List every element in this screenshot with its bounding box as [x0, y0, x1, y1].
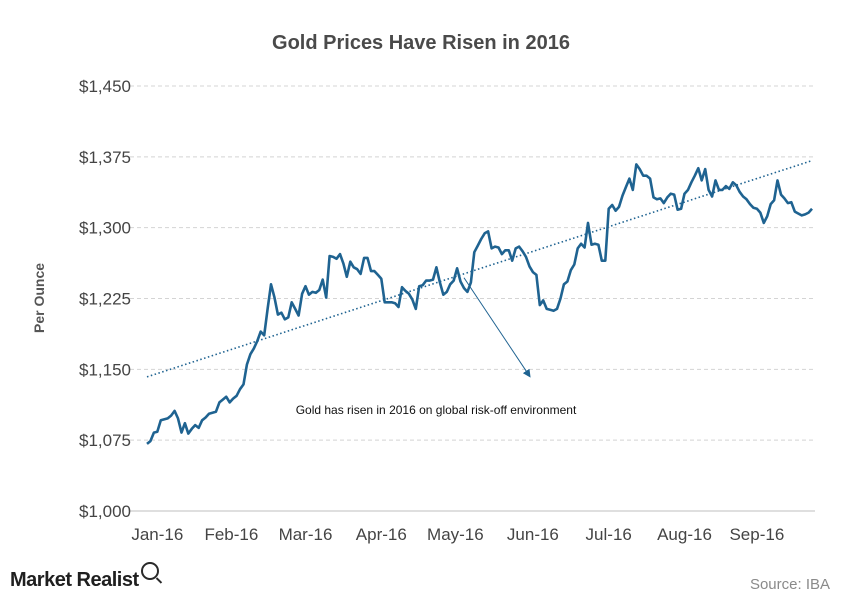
brand-logo: Market Realist — [10, 562, 159, 592]
x-tick-label: Apr-16 — [356, 525, 407, 544]
x-tick-label: Mar-16 — [279, 525, 333, 544]
y-tick-labels: $1,000 $1,075 $1,150 $1,225 $1,300 $1,375 $1,4… — [79, 77, 131, 521]
annotation-arrow — [463, 277, 531, 378]
annotation: Gold has risen in 2016 on global risk-of… — [296, 277, 577, 417]
x-tick-label: Sep-16 — [729, 525, 784, 544]
x-tick-label: Jan-16 — [131, 525, 183, 544]
y-tick-label: $1,300 — [79, 219, 131, 238]
magnifier-icon — [140, 562, 159, 580]
x-tick-label: May-16 — [427, 525, 484, 544]
x-tick-label: Jul-16 — [586, 525, 632, 544]
chart-title: Gold Prices Have Risen in 2016 — [272, 32, 570, 54]
y-axis-label: Per Ounce — [31, 263, 47, 333]
x-tick-label: Jun-16 — [507, 525, 559, 544]
series-group — [146, 163, 813, 445]
y-tick-label: $1,000 — [79, 502, 131, 521]
x-tick-label: Feb-16 — [204, 525, 258, 544]
x-tick-label: Aug-16 — [657, 525, 712, 544]
y-tick-label: $1,225 — [79, 290, 131, 309]
y-tick-label: $1,075 — [79, 431, 131, 450]
source-note: Source: IBA — [749, 576, 830, 593]
grid-lines — [130, 85, 815, 512]
brand-name: Market Realist — [10, 569, 139, 591]
y-tick-label: $1,150 — [79, 360, 131, 379]
y-tick-label: $1,375 — [79, 148, 131, 167]
series-line-gold-price — [146, 163, 813, 445]
annotation-text: Gold has risen in 2016 on global risk-of… — [296, 403, 577, 417]
y-tick-label: $1,450 — [79, 77, 131, 96]
x-tick-labels: Jan-16 Feb-16 Mar-16 Apr-16 May-16 Jun-16 Jul-… — [131, 525, 784, 544]
